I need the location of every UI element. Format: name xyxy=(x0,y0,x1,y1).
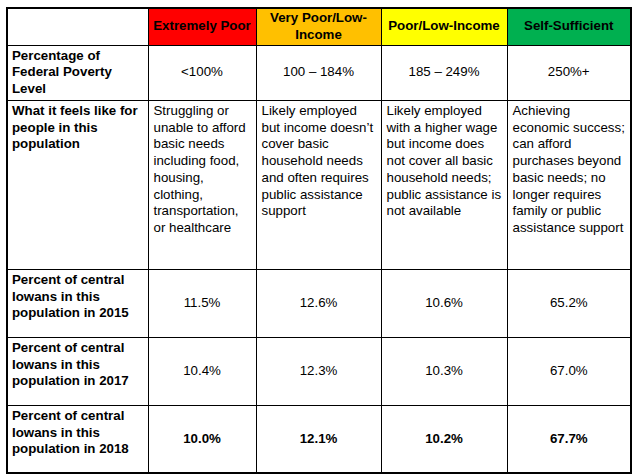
row-label-federal-poverty-level: Percentage of Federal Poverty Level xyxy=(7,45,148,100)
cell-2017-extremely-poor: 10.4% xyxy=(148,337,256,405)
cell-2018-self-sufficient: 67.7% xyxy=(507,405,631,473)
column-header-poor-low-income: Poor/Low-Income xyxy=(381,8,507,45)
cell-2015-self-sufficient: 65.2% xyxy=(507,269,631,337)
table-row-federal-poverty-level: Percentage of Federal Poverty Level <100… xyxy=(7,45,631,100)
cell-2017-self-sufficient: 67.0% xyxy=(507,337,631,405)
table-row-percent-2017: Percent of central Iowans in this popula… xyxy=(7,337,631,405)
row-label-percent-2018: Percent of central Iowans in this popula… xyxy=(7,405,148,473)
column-header-extremely-poor: Extremely Poor xyxy=(148,8,256,45)
cell-2018-extremely-poor: 10.0% xyxy=(148,405,256,473)
cell-fpl-extremely-poor: <100% xyxy=(148,45,256,100)
row-label-percent-2015: Percent of central Iowans in this popula… xyxy=(7,269,148,337)
cell-2017-poor: 10.3% xyxy=(381,337,507,405)
cell-2015-very-poor: 12.6% xyxy=(256,269,381,337)
page: Extremely Poor Very Poor/Low-Income Poor… xyxy=(0,0,638,474)
cell-2018-poor: 10.2% xyxy=(381,405,507,473)
cell-desc-self-sufficient: Achieving economic success; can afford p… xyxy=(507,100,631,269)
cell-fpl-very-poor: 100 – 184% xyxy=(256,45,381,100)
column-header-very-poor-low-income: Very Poor/Low-Income xyxy=(256,8,381,45)
table-row-percent-2018: Percent of central Iowans in this popula… xyxy=(7,405,631,473)
table-row-percent-2015: Percent of central Iowans in this popula… xyxy=(7,269,631,337)
row-label-percent-2017: Percent of central Iowans in this popula… xyxy=(7,337,148,405)
row-label-what-it-feels-like: What it feels like for people in this po… xyxy=(7,100,148,269)
cell-desc-extremely-poor: Struggling or unable to afford basic nee… xyxy=(148,100,256,269)
cell-fpl-poor: 185 – 249% xyxy=(381,45,507,100)
corner-cell xyxy=(7,8,148,45)
cell-2015-poor: 10.6% xyxy=(381,269,507,337)
table-header-row: Extremely Poor Very Poor/Low-Income Poor… xyxy=(7,8,631,45)
column-header-self-sufficient: Self-Sufficient xyxy=(507,8,631,45)
cell-desc-poor: Likely employed with a higher wage but i… xyxy=(381,100,507,269)
poverty-levels-table: Extremely Poor Very Poor/Low-Income Poor… xyxy=(6,7,632,474)
cell-fpl-self-sufficient: 250%+ xyxy=(507,45,631,100)
cell-2015-extremely-poor: 11.5% xyxy=(148,269,256,337)
cell-2018-very-poor: 12.1% xyxy=(256,405,381,473)
table-row-what-it-feels-like: What it feels like for people in this po… xyxy=(7,100,631,269)
cell-2017-very-poor: 12.3% xyxy=(256,337,381,405)
cell-desc-very-poor: Likely employed but income doesn’t cover… xyxy=(256,100,381,269)
